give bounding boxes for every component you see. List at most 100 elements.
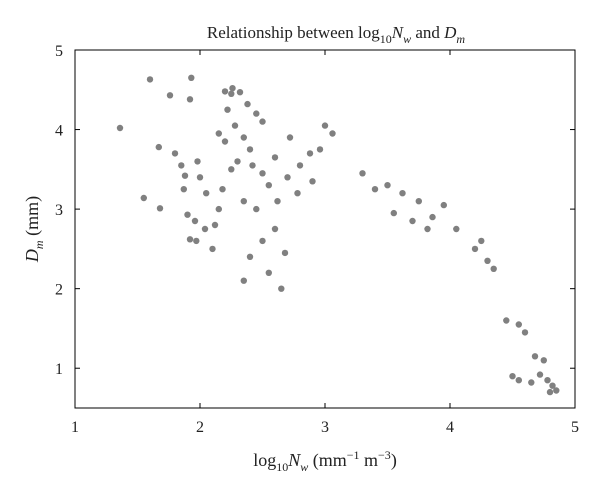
data-point [166,92,174,99]
data-point [156,205,164,212]
data-point [359,170,366,177]
data-point [193,237,200,245]
y-tick-label: 3 [55,202,63,219]
data-point [540,357,547,364]
x-tick-label: 5 [571,419,579,436]
data-point [409,217,416,225]
data-point [316,146,324,153]
data-point [259,170,266,177]
data-point [274,198,281,205]
data-point [390,209,397,217]
data-point [196,174,204,181]
x-tick-label: 2 [196,419,204,436]
data-point [246,146,254,153]
data-point [203,190,210,197]
data-point [234,158,241,165]
data-point [284,174,291,181]
x-tick-label: 1 [71,419,79,436]
y-tick-label: 4 [55,123,63,140]
data-point [181,172,189,179]
axis-ticks: 1 2 3 4 5 1 2 3 4 5 [55,43,579,436]
data-point [424,225,431,233]
data-point [384,182,391,189]
chart-title: Relationship between log10Nw and Dm [207,23,466,46]
data-point [224,106,231,113]
data-point [531,353,539,360]
y-axis-label: Dm (mm) [22,196,46,263]
data-point [399,190,406,197]
data-point [211,221,219,229]
data-point [265,269,272,276]
x-tick-label: 4 [446,419,454,436]
data-point [429,213,436,221]
data-point [194,158,201,165]
data-point [229,85,236,92]
data-point [253,205,260,213]
data-point [240,134,247,141]
data-point [440,201,447,209]
data-point [240,277,247,284]
data-point [240,198,247,205]
data-point [490,265,497,272]
data-point [329,130,336,137]
data-point [549,382,556,389]
data-point [544,377,551,384]
y-tick-label: 5 [55,43,63,60]
y-tick-label: 1 [55,361,63,378]
data-point [503,317,510,324]
data-point [155,143,162,151]
data-point [509,373,516,380]
data-point [484,257,491,264]
data-point [536,371,544,378]
data-point [178,162,185,169]
data-point [236,89,244,96]
data-point [140,194,147,202]
plot-frame [74,49,576,409]
data-point [259,118,266,125]
data-point [515,377,522,384]
data-point [201,225,209,233]
data-point [309,178,316,185]
data-point [219,186,226,193]
data-point [221,138,229,145]
data-point [371,186,379,193]
data-point [271,154,279,161]
data-point [253,110,260,117]
data-point [415,198,422,205]
data-point [265,182,272,189]
data-point [171,150,179,157]
data-point [184,211,191,218]
data-point [281,249,289,257]
data-point [515,321,522,328]
data-point [180,186,187,193]
data-point [186,236,194,243]
x-axis-label: log10Nw (mm−1 m−3) [253,448,397,474]
data-point [278,285,285,292]
data-point [231,122,239,129]
data-point [116,124,124,132]
data-points [116,74,560,396]
data-point [528,379,535,386]
data-point [146,76,154,83]
data-point [546,388,554,396]
data-point [521,329,529,336]
data-point [271,225,279,233]
data-point [186,96,194,103]
data-point [209,245,216,253]
data-point [228,90,235,98]
data-point [296,162,304,169]
data-point [228,166,235,173]
y-tick-label: 2 [55,282,63,299]
data-point [471,245,479,253]
data-point [249,162,256,169]
data-point [246,253,254,260]
data-point [294,190,301,197]
data-point [259,237,266,245]
data-point [215,130,222,137]
data-point [321,122,329,129]
data-point [215,205,222,213]
data-point [191,217,199,225]
data-point [553,387,560,394]
data-point [286,134,294,141]
